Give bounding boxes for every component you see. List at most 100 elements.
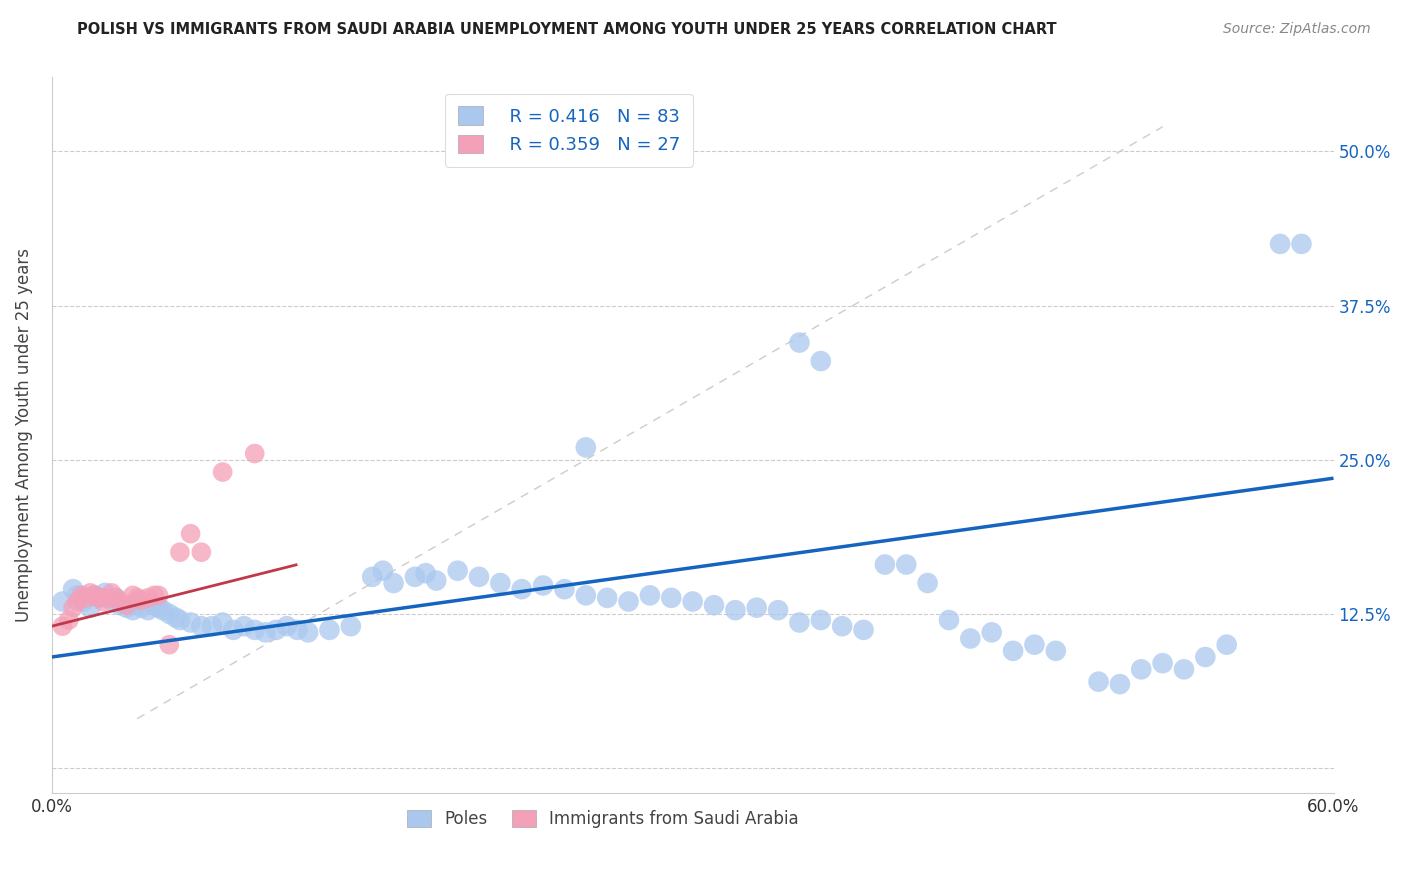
Point bbox=[115, 598, 138, 612]
Point bbox=[852, 623, 875, 637]
Point bbox=[190, 619, 212, 633]
Point bbox=[1087, 674, 1109, 689]
Point bbox=[190, 545, 212, 559]
Point bbox=[165, 610, 187, 624]
Point bbox=[446, 564, 468, 578]
Point bbox=[127, 591, 149, 605]
Point bbox=[143, 588, 166, 602]
Point bbox=[575, 588, 598, 602]
Point bbox=[243, 446, 266, 460]
Point bbox=[1109, 677, 1132, 691]
Point bbox=[1291, 236, 1313, 251]
Point bbox=[318, 623, 340, 637]
Point bbox=[91, 594, 114, 608]
Point bbox=[115, 600, 138, 615]
Y-axis label: Unemployment Among Youth under 25 years: Unemployment Among Youth under 25 years bbox=[15, 248, 32, 622]
Point bbox=[1024, 638, 1046, 652]
Point bbox=[233, 619, 256, 633]
Point bbox=[617, 594, 640, 608]
Point bbox=[66, 594, 89, 608]
Point bbox=[104, 591, 127, 605]
Point bbox=[789, 615, 811, 630]
Point bbox=[148, 600, 170, 615]
Point bbox=[136, 591, 159, 605]
Point bbox=[94, 586, 117, 600]
Point bbox=[58, 613, 80, 627]
Point bbox=[382, 576, 405, 591]
Point bbox=[157, 607, 180, 621]
Point bbox=[62, 582, 84, 597]
Point bbox=[959, 632, 981, 646]
Point bbox=[180, 526, 202, 541]
Point bbox=[83, 588, 105, 602]
Point bbox=[980, 625, 1002, 640]
Point bbox=[1173, 662, 1195, 676]
Point bbox=[1268, 236, 1291, 251]
Point bbox=[100, 586, 122, 600]
Point bbox=[104, 591, 127, 605]
Point bbox=[75, 591, 97, 605]
Point bbox=[1152, 656, 1174, 670]
Point bbox=[122, 588, 145, 602]
Text: Source: ZipAtlas.com: Source: ZipAtlas.com bbox=[1223, 22, 1371, 37]
Point bbox=[143, 598, 166, 612]
Point bbox=[70, 588, 93, 602]
Point bbox=[66, 588, 89, 602]
Point bbox=[79, 586, 101, 600]
Point bbox=[131, 593, 153, 607]
Point bbox=[243, 623, 266, 637]
Point bbox=[766, 603, 789, 617]
Point bbox=[638, 588, 661, 602]
Point bbox=[553, 582, 575, 597]
Point bbox=[789, 335, 811, 350]
Point bbox=[404, 570, 426, 584]
Point bbox=[108, 598, 131, 612]
Point bbox=[157, 638, 180, 652]
Point bbox=[51, 619, 73, 633]
Point bbox=[87, 591, 110, 605]
Point bbox=[180, 615, 202, 630]
Point bbox=[254, 625, 277, 640]
Point bbox=[201, 619, 224, 633]
Point bbox=[596, 591, 619, 605]
Point bbox=[169, 545, 191, 559]
Point bbox=[152, 603, 174, 617]
Point bbox=[108, 594, 131, 608]
Point bbox=[100, 593, 122, 607]
Point bbox=[1002, 644, 1025, 658]
Point bbox=[96, 591, 118, 605]
Point bbox=[136, 603, 159, 617]
Point bbox=[87, 591, 110, 605]
Legend: Poles, Immigrants from Saudi Arabia: Poles, Immigrants from Saudi Arabia bbox=[401, 803, 806, 834]
Point bbox=[917, 576, 939, 591]
Point bbox=[222, 623, 245, 637]
Point bbox=[83, 588, 105, 602]
Point bbox=[1215, 638, 1237, 652]
Point bbox=[703, 598, 725, 612]
Point bbox=[340, 619, 363, 633]
Point bbox=[127, 594, 149, 608]
Point bbox=[745, 600, 768, 615]
Point bbox=[287, 623, 309, 637]
Point bbox=[62, 600, 84, 615]
Point bbox=[169, 613, 191, 627]
Point bbox=[131, 600, 153, 615]
Point bbox=[938, 613, 960, 627]
Point bbox=[297, 625, 319, 640]
Point bbox=[415, 566, 437, 581]
Point bbox=[1045, 644, 1067, 658]
Point bbox=[682, 594, 704, 608]
Point bbox=[575, 441, 598, 455]
Point bbox=[73, 594, 96, 608]
Point bbox=[659, 591, 682, 605]
Point bbox=[371, 564, 394, 578]
Point bbox=[361, 570, 384, 584]
Point bbox=[425, 574, 447, 588]
Point bbox=[1130, 662, 1153, 676]
Point bbox=[873, 558, 896, 572]
Point bbox=[264, 623, 287, 637]
Point bbox=[489, 576, 512, 591]
Point bbox=[531, 578, 554, 592]
Point bbox=[510, 582, 533, 597]
Point bbox=[810, 354, 832, 368]
